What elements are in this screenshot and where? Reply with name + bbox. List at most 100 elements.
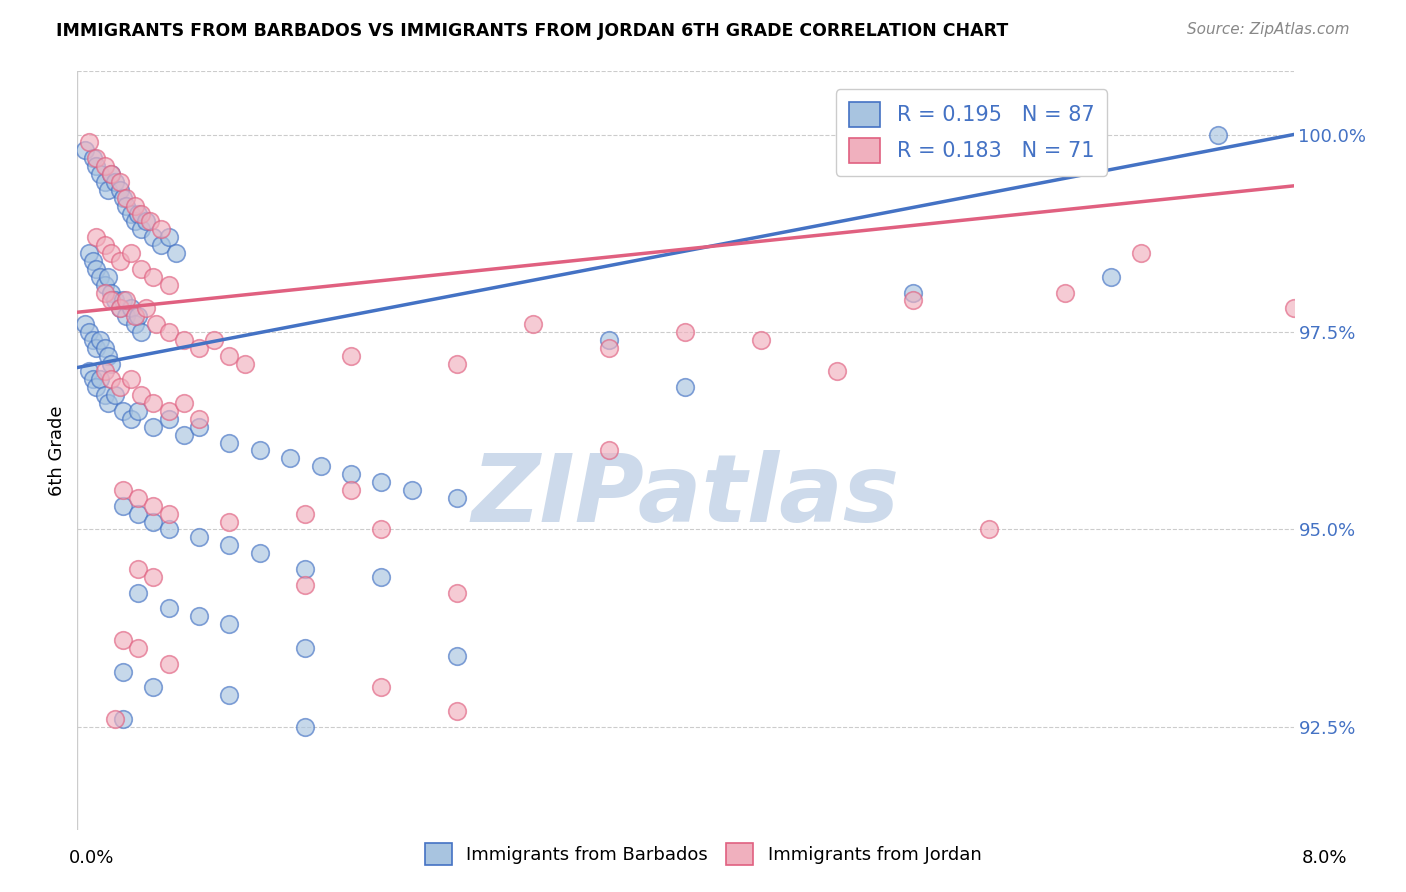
Point [93, 285, 115, 300]
Point [142, 499, 165, 513]
Point [446, 357, 468, 371]
Point [598, 333, 620, 347]
Point [218, 515, 240, 529]
Point [142, 230, 165, 244]
Point [751, 333, 773, 347]
Point [111, 293, 134, 308]
Point [188, 419, 211, 434]
Point [218, 349, 240, 363]
Point [1130, 246, 1153, 260]
Point [157, 412, 180, 426]
Point [127, 309, 149, 323]
Point [108, 253, 131, 268]
Point [157, 507, 180, 521]
Y-axis label: 6th Grade: 6th Grade [48, 405, 66, 496]
Point [111, 633, 134, 648]
Point [903, 285, 925, 300]
Point [73, 317, 96, 331]
Point [827, 364, 849, 378]
Point [79, 325, 101, 339]
Point [84, 380, 107, 394]
Point [124, 309, 146, 323]
Point [370, 681, 392, 695]
Point [218, 688, 240, 702]
Point [142, 515, 165, 529]
Point [149, 222, 172, 236]
Point [111, 191, 134, 205]
Point [84, 230, 107, 244]
Point [340, 467, 363, 482]
Point [127, 585, 149, 599]
Point [294, 578, 316, 592]
Point [979, 523, 1001, 537]
Point [294, 507, 316, 521]
Point [446, 491, 468, 505]
Point [108, 380, 131, 394]
Point [84, 261, 107, 276]
Text: 8.0%: 8.0% [1302, 849, 1347, 867]
Text: IMMIGRANTS FROM BARBADOS VS IMMIGRANTS FROM JORDAN 6TH GRADE CORRELATION CHART: IMMIGRANTS FROM BARBADOS VS IMMIGRANTS F… [56, 22, 1008, 40]
Point [93, 175, 115, 189]
Point [218, 538, 240, 552]
Point [142, 419, 165, 434]
Point [278, 451, 301, 466]
Point [100, 167, 122, 181]
Point [79, 246, 101, 260]
Point [675, 325, 697, 339]
Point [93, 388, 115, 402]
Point [93, 159, 115, 173]
Point [100, 357, 122, 371]
Point [903, 293, 925, 308]
Point [157, 404, 180, 418]
Point [93, 364, 115, 378]
Point [129, 325, 152, 339]
Legend: Immigrants from Barbados, Immigrants from Jordan: Immigrants from Barbados, Immigrants fro… [418, 836, 988, 872]
Point [111, 665, 134, 679]
Point [598, 443, 620, 458]
Point [84, 151, 107, 165]
Point [82, 372, 104, 386]
Point [111, 712, 134, 726]
Point [188, 609, 211, 624]
Point [165, 246, 187, 260]
Point [127, 640, 149, 655]
Point [127, 206, 149, 220]
Point [108, 301, 131, 316]
Point [111, 499, 134, 513]
Legend: R = 0.195   N = 87, R = 0.183   N = 71: R = 0.195 N = 87, R = 0.183 N = 71 [837, 89, 1107, 176]
Point [93, 341, 115, 355]
Point [97, 183, 120, 197]
Point [120, 372, 142, 386]
Point [100, 372, 122, 386]
Point [249, 546, 271, 560]
Point [157, 277, 180, 292]
Point [115, 191, 138, 205]
Point [598, 341, 620, 355]
Point [127, 404, 149, 418]
Point [100, 285, 122, 300]
Point [82, 151, 104, 165]
Point [145, 317, 167, 331]
Point [104, 175, 127, 189]
Point [82, 333, 104, 347]
Point [675, 380, 697, 394]
Point [100, 293, 122, 308]
Point [218, 617, 240, 632]
Point [120, 206, 142, 220]
Point [188, 341, 211, 355]
Point [89, 372, 111, 386]
Point [115, 309, 138, 323]
Point [139, 214, 162, 228]
Point [120, 412, 142, 426]
Point [89, 167, 111, 181]
Point [370, 570, 392, 584]
Point [370, 475, 392, 489]
Text: 0.0%: 0.0% [69, 849, 114, 867]
Point [370, 523, 392, 537]
Point [188, 530, 211, 544]
Point [1282, 301, 1305, 316]
Point [233, 357, 256, 371]
Point [124, 317, 146, 331]
Point [157, 230, 180, 244]
Point [111, 483, 134, 497]
